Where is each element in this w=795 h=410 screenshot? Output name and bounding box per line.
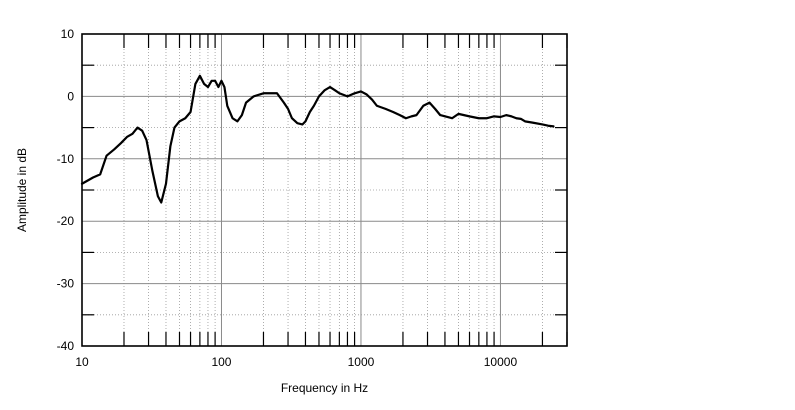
y-axis-label: Amplitude in dB: [15, 148, 29, 232]
x-tick-label: 1000: [348, 355, 375, 369]
y-tick-label: 0: [67, 89, 74, 103]
x-axis-label: Frequency in Hz: [281, 381, 368, 395]
response-curve: [80, 74, 555, 204]
y-tick-label: -40: [57, 339, 75, 353]
x-tick-label: 10000: [484, 355, 518, 369]
y-tick-label: -10: [57, 152, 75, 166]
y-tick-label: -30: [57, 277, 75, 291]
grid-layer: [81, 34, 568, 346]
x-tick-label: 100: [211, 355, 231, 369]
y-tick-label: -20: [57, 214, 75, 228]
x-tick-label: 10: [75, 355, 89, 369]
series-layer: [80, 74, 555, 204]
plot-frame: [81, 33, 568, 347]
inner-ticks-layer: [82, 34, 568, 346]
y-tick-label: 10: [61, 27, 75, 41]
frame-layer: [81, 33, 568, 347]
